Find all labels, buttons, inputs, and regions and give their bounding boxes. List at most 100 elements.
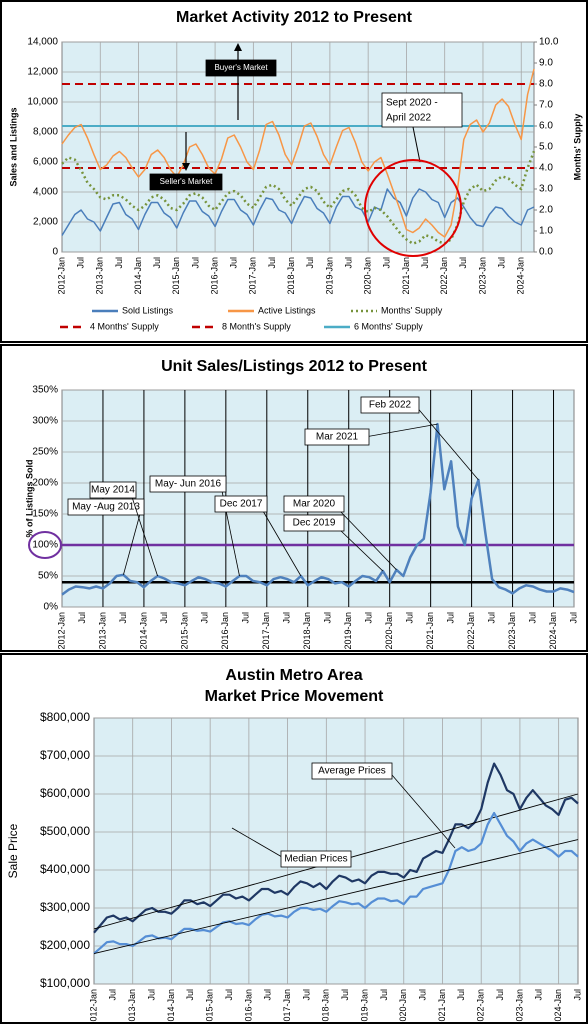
x-tick-label: 2018-Jan [321,989,331,1024]
x-tick-label: 2021-Jan [437,989,447,1024]
x-tick-label: 2015-Jan [205,989,215,1024]
x-tick-label: 2017-Jan [282,989,292,1024]
x-tick-label: Jul [445,612,455,624]
pointer [414,404,479,481]
pointer [231,827,283,858]
chart-subtitle: Market Price Movement [205,688,384,705]
trend-line [93,839,579,955]
chart-title: Market Activity 2012 to Present [176,9,413,26]
annotation-box [360,396,420,414]
series-line [93,762,579,934]
pointer [412,126,421,163]
annotation: Feb 2022 [369,400,412,411]
pointer [391,774,456,849]
x-tick-label: 2012-Jan [88,989,98,1024]
x-tick-label: Jul [114,257,124,269]
x-tick-label: Jul [405,612,415,624]
y-tick-label: 6,000 [33,157,58,168]
x-tick-label: Jul [382,257,392,269]
x-tick-label: 2022-Jan [476,989,486,1024]
x-tick-label: Jul [190,257,200,269]
x-tick-label: Jul [417,989,427,1001]
pointer [123,513,141,575]
x-tick-label: Jul [340,989,350,1001]
annotation: Mar 2020 [293,499,336,510]
legend-label: 8 Month's Supply [222,321,291,331]
x-tick-label: 2013-Jan [97,612,107,650]
x-tick-label: 2012-Jan [56,257,66,295]
annotation: Mar 2021 [316,432,359,443]
y-tick-label: $600,000 [40,786,90,800]
x-tick-label: Jul [364,612,374,624]
annotation-box [304,428,370,446]
x-tick-label: Jul [420,257,430,269]
x-tick-label: Jul [282,612,292,624]
y-tick-label: $800,000 [40,710,90,724]
x-tick-label: 2024-Jan [553,989,563,1024]
x-tick-label: 2024-Jan [516,257,526,295]
x-tick-label: Jul [118,612,128,624]
x-tick-label: Jul [267,257,277,269]
x-tick-label: 2016-Jan [220,612,230,650]
y2-tick-label: 5.0 [539,142,553,153]
x-tick-label: 2013-Jan [95,257,105,295]
x-tick-label: 2018-Jan [286,257,296,295]
y2-tick-label: 2.0 [539,205,553,216]
x-tick-label: 2023-Jan [477,257,487,295]
x-tick-label: Jul [108,989,118,1001]
x-tick-label: Jul [305,257,315,269]
annotation-box [89,481,137,499]
x-tick-label: 2020-Jan [398,989,408,1024]
annotation-box [149,475,227,493]
y-tick-label: $400,000 [40,862,90,876]
y-tick-label: 200% [32,478,58,489]
x-tick-label: 2019-Jan [343,612,353,650]
series-line [93,811,579,955]
x-tick-label: Jul [486,612,496,624]
x-tick-label: 2014-Jan [166,989,176,1024]
y2-tick-label: 3.0 [539,184,553,195]
y-tick-label: 2,000 [33,217,58,228]
arrow-head [234,43,242,51]
legend-label: Sold Listings [122,305,174,315]
y-tick-label: 350% [32,385,58,396]
y-tick-label: $500,000 [40,824,90,838]
y2-axis-label: Months' Supply [572,114,582,181]
x-tick-label: Jul [159,612,169,624]
annotation-box [67,498,145,516]
x-tick-label: Jul [224,989,234,1001]
x-tick-label: Jul [458,257,468,269]
x-tick-label: Jul [572,989,582,1001]
legend-label: Active Listings [258,305,316,315]
annotation-box [311,762,393,780]
x-tick-label: 2020-Jan [363,257,373,295]
y2-tick-label: 6.0 [539,121,553,132]
annotation-box [149,173,223,191]
y-axis-label: Sales and Listings [8,107,18,186]
y-axis-label: % of Listings Sold [24,460,34,538]
annotation-box [205,59,277,77]
x-tick-label: Jul [185,989,195,1001]
x-tick-label: 2016-Jan [209,257,219,295]
y-tick-label: 12,000 [27,67,58,78]
x-tick-label: 2023-Jan [514,989,524,1024]
y-tick-label: 14,000 [27,37,58,48]
y2-tick-label: 1.0 [539,226,553,237]
annotation: Sept 2020 - [386,98,438,109]
annotation: Average Prices [318,766,386,777]
x-tick-label: 2015-Jan [179,612,189,650]
x-tick-label: Jul [568,612,578,624]
y-tick-label: 250% [32,447,58,458]
arrow-head [182,163,190,171]
annotation: Dec 2017 [220,499,263,510]
y-tick-label: 100% [32,540,58,551]
x-tick-label: Jul [527,612,537,624]
annotation: May- Jun 2016 [155,479,222,490]
x-tick-label: Jul [77,612,87,624]
y-tick-label: 0 [52,247,58,258]
annotation: Seller's Market [160,177,213,186]
x-tick-label: 2021-Jan [401,257,411,295]
annotation: Dec 2019 [293,518,336,529]
series-line [61,68,535,238]
